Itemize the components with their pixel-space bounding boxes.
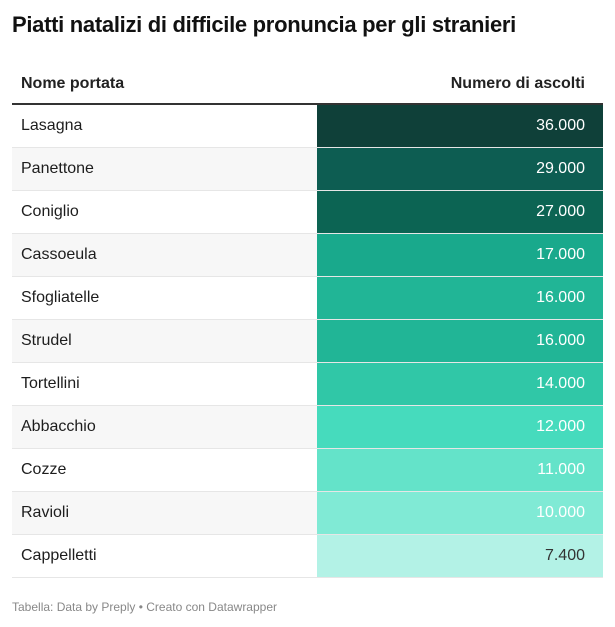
cell-name: Ravioli	[12, 491, 317, 535]
cell-value: 17.000	[317, 233, 603, 277]
cell-name: Cozze	[12, 448, 317, 492]
table-row: Ravioli 10.000	[12, 491, 603, 535]
cell-value: 10.000	[317, 491, 603, 535]
cell-name: Lasagna	[12, 104, 317, 148]
cell-value: 12.000	[317, 405, 603, 449]
cell-name: Cappelletti	[12, 534, 317, 578]
table-row: Cozze 11.000	[12, 448, 603, 492]
cell-name: Coniglio	[12, 190, 317, 234]
column-header-value[interactable]: Numero di ascolti	[317, 64, 603, 105]
cell-value: 7.400	[317, 534, 603, 578]
data-table: Nome portata Numero di ascolti Lasagna 36…	[12, 64, 603, 578]
table-row: Abbacchio 12.000	[12, 405, 603, 449]
chart-title: Piatti natalizi di difficile pronuncia p…	[12, 12, 516, 37]
table-row: Cassoeula 17.000	[12, 233, 603, 277]
table-row: Lasagna 36.000	[12, 104, 603, 148]
cell-name: Abbacchio	[12, 405, 317, 449]
cell-value: 27.000	[317, 190, 603, 234]
cell-value: 16.000	[317, 276, 603, 320]
cell-value: 16.000	[317, 319, 603, 363]
cell-name: Tortellini	[12, 362, 317, 406]
cell-name: Cassoeula	[12, 233, 317, 277]
table-row: Cappelletti 7.400	[12, 534, 603, 578]
table-row: Strudel 16.000	[12, 319, 603, 363]
footer-note: Tabella: Data by Preply • Creato con Dat…	[12, 600, 278, 614]
column-header-name[interactable]: Nome portata	[12, 64, 317, 105]
cell-value: 29.000	[317, 147, 603, 191]
header-row: Nome portata Numero di ascolti	[12, 64, 603, 105]
cell-name: Panettone	[12, 147, 317, 191]
cell-name: Strudel	[12, 319, 317, 363]
cell-value: 36.000	[317, 104, 603, 148]
cell-value: 11.000	[317, 448, 603, 492]
cell-name: Sfogliatelle	[12, 276, 317, 320]
table-row: Coniglio 27.000	[12, 190, 603, 234]
cell-value: 14.000	[317, 362, 603, 406]
table-row: Tortellini 14.000	[12, 362, 603, 406]
table-row: Sfogliatelle 16.000	[12, 276, 603, 320]
table-row: Panettone 29.000	[12, 147, 603, 191]
